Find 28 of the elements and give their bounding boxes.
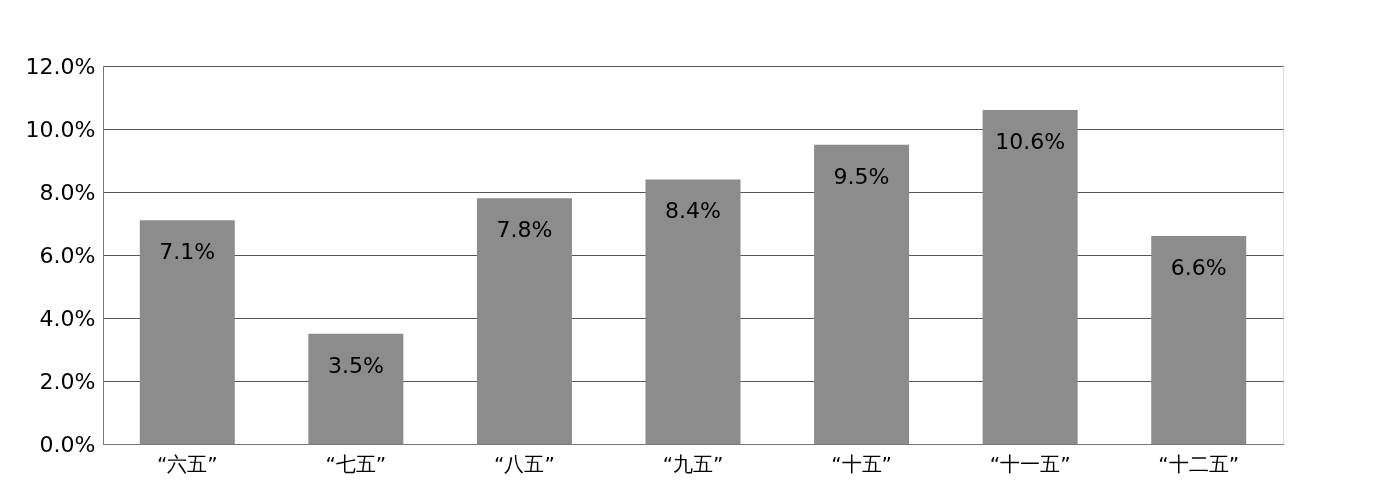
y-tick-label: 0.0% [39,431,96,457]
data-label: 6.6% [1170,255,1227,281]
data-label: 8.4% [665,198,721,224]
x-tick-label: “八五” [494,451,555,476]
data-label: 10.6% [995,129,1066,155]
bar [814,144,910,444]
x-tick-label: “十五” [831,451,892,476]
data-label: 7.8% [496,217,553,243]
bar [1151,236,1247,444]
x-tick-label: “十二五” [1158,451,1240,476]
y-tick-label: 2.0% [39,368,96,394]
x-tick-label: “六五” [156,451,218,476]
bar [308,333,404,444]
x-tick-label: “七五” [325,451,387,476]
bar [645,179,741,444]
y-tick-label: 12.0% [25,53,96,79]
y-tick-label: 4.0% [39,305,96,331]
bar [476,198,572,444]
y-tick-label: 6.0% [39,242,96,268]
y-tick-label: 10.0% [25,116,96,142]
x-tick-label: “十一五” [989,451,1071,476]
bar [982,110,1078,444]
bar [139,220,235,444]
x-tick-label: “九五” [662,451,724,476]
y-tick-label: 8.0% [39,179,96,205]
data-label: 3.5% [327,352,384,378]
data-label: 9.5% [833,163,890,189]
data-label: 7.1% [159,239,216,265]
